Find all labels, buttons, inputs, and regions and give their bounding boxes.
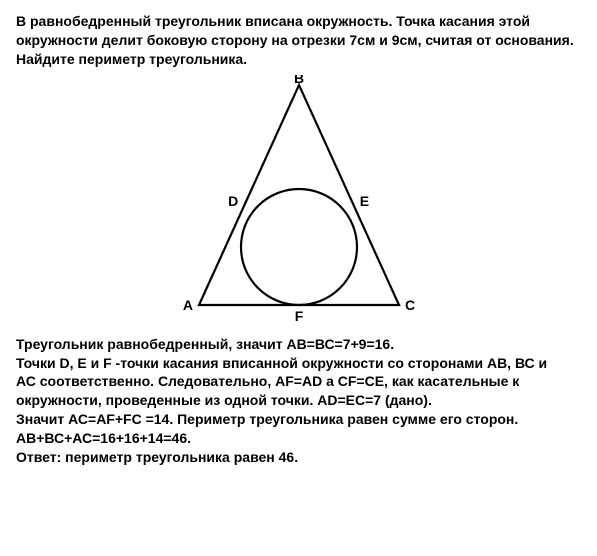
geometry-figure: B A C D E F (16, 75, 581, 327)
solution-line: АВ+ВС+АС=16+16+14=46. (16, 429, 581, 448)
solution-line: АС соответственно. Следовательно, AF=AD … (16, 372, 581, 391)
inscribed-circle (241, 189, 357, 305)
solution-line: окружности, проведенные из одной точки. … (16, 391, 581, 410)
solution-line: Точки D, E и F -точки касания вписанной … (16, 354, 581, 373)
tangent-label-D: D (228, 193, 238, 209)
solution-line: Треугольник равнобедренный, значит АВ=ВС… (16, 335, 581, 354)
vertex-label-A: A (182, 297, 192, 313)
vertex-label-C: C (405, 297, 415, 313)
tangent-label-E: E (359, 193, 368, 209)
solution-text: Треугольник равнобедренный, значит АВ=ВС… (16, 335, 581, 467)
vertex-label-B: B (293, 75, 303, 86)
solution-line: Ответ: периметр треугольника равен 46. (16, 448, 581, 467)
solution-line: Значит АС=AF+FC =14. Периметр треугольни… (16, 410, 581, 429)
tangent-label-F: F (294, 308, 303, 324)
triangle-inscribed-circle: B A C D E F (149, 75, 449, 327)
problem-line: В равнобедренный треугольник вписана окр… (16, 12, 581, 31)
problem-line: окружности делит боковую сторону на отре… (16, 31, 581, 50)
problem-line: Найдите периметр треугольника. (16, 50, 581, 69)
problem-statement: В равнобедренный треугольник вписана окр… (16, 12, 581, 69)
